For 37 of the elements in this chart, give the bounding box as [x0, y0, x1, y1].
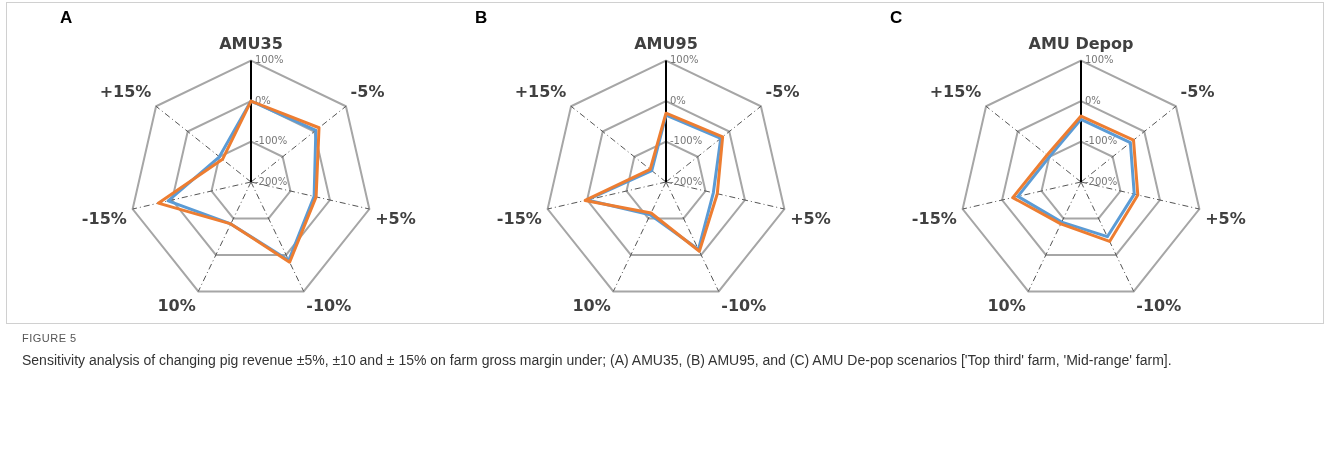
spoke-label: +5% [1205, 209, 1246, 229]
y-tick-label: 100% [255, 54, 284, 66]
spoke-label: -15% [911, 209, 957, 229]
caption: FIGURE 5 [22, 332, 78, 344]
spoke-label: AMU Depop [1028, 34, 1134, 54]
spoke-label: -10% [306, 295, 352, 315]
y-tick-label: -200% [670, 175, 703, 187]
spoke-label: -5% [765, 82, 800, 102]
y-tick-label: -200% [1085, 175, 1118, 187]
y-tick-label: -100% [255, 135, 288, 147]
spoke-label: 10% [572, 295, 611, 315]
y-tick-label: -100% [1085, 135, 1118, 147]
y-tick-label: -100% [670, 135, 703, 147]
chart-title: C [890, 7, 903, 27]
spoke-label: AMU35 [219, 34, 283, 54]
spoke-label: +15% [514, 82, 567, 102]
chart-title: A [60, 7, 73, 27]
spoke-label: -5% [350, 82, 385, 102]
spoke-label: -15% [496, 209, 542, 229]
spoke-label: 10% [987, 295, 1026, 315]
spoke-label: AMU95 [634, 34, 698, 54]
y-tick-label: 0% [1085, 94, 1101, 106]
y-tick-label: -200% [255, 175, 288, 187]
spoke-label: -15% [81, 209, 127, 229]
spoke-label: +5% [790, 209, 831, 229]
spoke-label: +5% [375, 209, 416, 229]
text: Sensitivity analysis of changing pig revenue ±5%, ±10 and ± 15% on farm gross margin under; (A) AMU35, (B) AMU95, and (C) AMU De-pop scenarios ['Top third' farm, 'Mid-range' farm]. [22, 351, 1173, 370]
y-tick-label: 100% [1085, 54, 1114, 66]
spoke-label: 10% [157, 295, 196, 315]
spoke-label: -10% [1136, 295, 1182, 315]
spoke-label: +15% [929, 82, 982, 102]
y-tick-label: 100% [670, 54, 699, 66]
spoke-label: +15% [99, 82, 152, 102]
y-tick-label: 0% [670, 94, 686, 106]
spoke-label: -5% [1180, 82, 1215, 102]
chart-title: B [475, 7, 488, 27]
spoke-label: -10% [721, 295, 767, 315]
